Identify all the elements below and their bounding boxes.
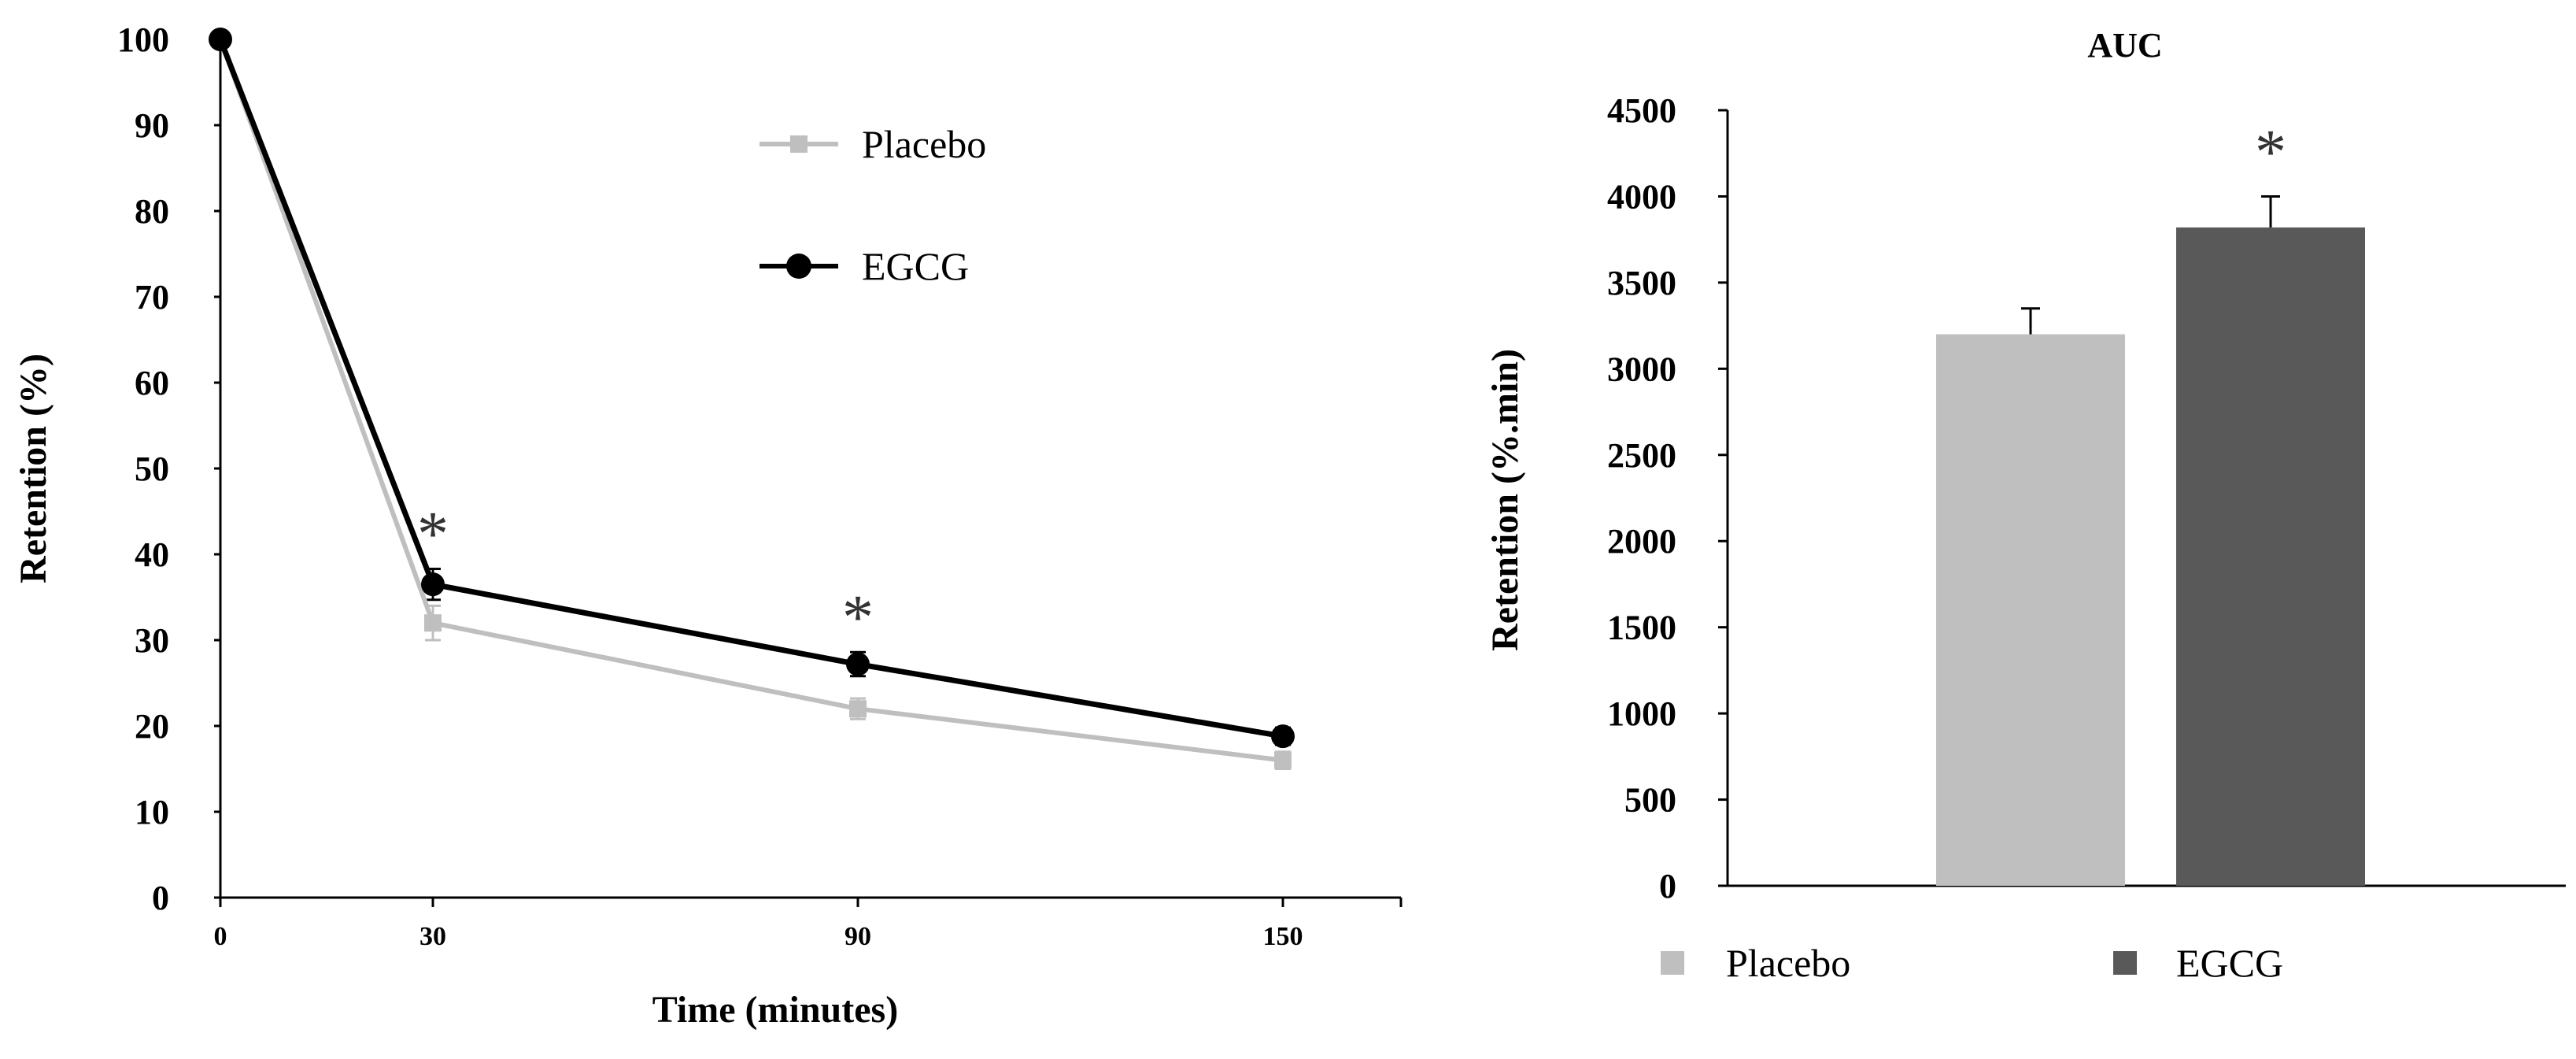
line-significance: ** [417, 500, 874, 653]
line-y-ticks: 0 10 20 30 40 50 60 70 80 90 100 [117, 20, 220, 917]
line-y-tick-label: 40 [135, 535, 169, 574]
bar-y-ticks: 0 500 1000 1500 2000 2500 3000 3500 4000 4500 [1607, 91, 1728, 905]
line-y-tick-label: 80 [135, 192, 169, 231]
line-x-tick-label: 0 [214, 922, 227, 951]
figure-svg: 0102030405060708090100 0 30 90 150 ** Reten… [0, 0, 2576, 1055]
legend-placebo-swatch [1661, 951, 1684, 975]
line-x-tick-label: 150 [1263, 922, 1303, 951]
bar-y-tick-label: 3500 [1607, 264, 1676, 302]
bar-bars [1936, 196, 2365, 886]
egcg-data-point [846, 653, 870, 676]
line-y-tick-label: 0 [152, 879, 169, 917]
bar-chart-title: AUC [2087, 26, 2162, 65]
line-y-axis-title: Retention (%) [13, 354, 54, 583]
bar-y-axis-title: Retention (%.min) [1484, 349, 1526, 651]
legend-placebo-marker [790, 135, 808, 153]
bar-legend-egcg-label: EGCG [2176, 941, 2283, 985]
legend-egcg-marker [786, 254, 811, 279]
bar-significance-star: * [2255, 117, 2286, 187]
egcg-data-point [1271, 724, 1295, 748]
line-y-tick-label: 60 [135, 364, 169, 402]
bar-legend-placebo-label: Placebo [1726, 941, 1850, 985]
bar-significance: * [2255, 117, 2286, 187]
line-y-tick-label: 100 [117, 20, 169, 59]
legend-egcg-swatch [2113, 951, 2137, 975]
legend-egcg-label: EGCG [862, 244, 969, 288]
bar-y-tick-label: 4500 [1607, 91, 1676, 130]
bar-y-tick-label: 3000 [1607, 350, 1676, 388]
line-y-tick-label: 90 [135, 106, 169, 145]
egcg-data-point [421, 572, 445, 596]
placebo-bar [1936, 335, 2125, 886]
egcg-series-line [220, 39, 1283, 736]
line-y-tick-label: 20 [135, 707, 169, 746]
line-y-tick-label: 10 [135, 793, 169, 831]
line-x-tick-label: 30 [419, 922, 446, 951]
line-y-tick-label: 70 [135, 278, 169, 317]
line-x-axis-title: Time (minutes) [652, 989, 898, 1031]
bar-y-tick-label: 500 [1624, 781, 1676, 820]
bar-y-tick-label: 2000 [1607, 522, 1676, 561]
placebo-series-line [220, 39, 1283, 761]
significance-star: * [842, 583, 874, 652]
placebo-data-point [849, 700, 867, 717]
egcg-bar [2176, 228, 2365, 886]
line-x-tick-label: 90 [844, 922, 871, 951]
line-legend: Placebo EGCG [759, 122, 986, 288]
figure: 0 10 20 30 40 50 60 70 80 90 100 0 30 90 150 * * Reten… [0, 0, 2576, 1055]
egcg-data-point [209, 28, 232, 51]
legend-placebo-label: Placebo [862, 122, 986, 166]
line-y-tick-label: 30 [135, 621, 169, 660]
bar-y-tick-label: 0 [1659, 867, 1676, 905]
significance-star: * [417, 500, 449, 569]
line-series [209, 28, 1295, 769]
bar-y-tick-label: 4000 [1607, 177, 1676, 216]
bar-y-tick-label: 2500 [1607, 436, 1676, 475]
line-x-ticks: 0 30 90 150 [214, 898, 1402, 951]
bar-y-tick-label: 1500 [1607, 609, 1676, 647]
line-y-tick-label: 50 [135, 450, 169, 488]
bar-y-tick-label: 1000 [1607, 694, 1676, 733]
placebo-data-point [1274, 752, 1292, 769]
bar-chart: AUC 0 500 1000 1500 2000 2500 3000 3500 4000 4500… [1484, 26, 2566, 985]
placebo-data-point [424, 614, 442, 631]
bar-legend: Placebo EGCG [1661, 941, 2283, 985]
